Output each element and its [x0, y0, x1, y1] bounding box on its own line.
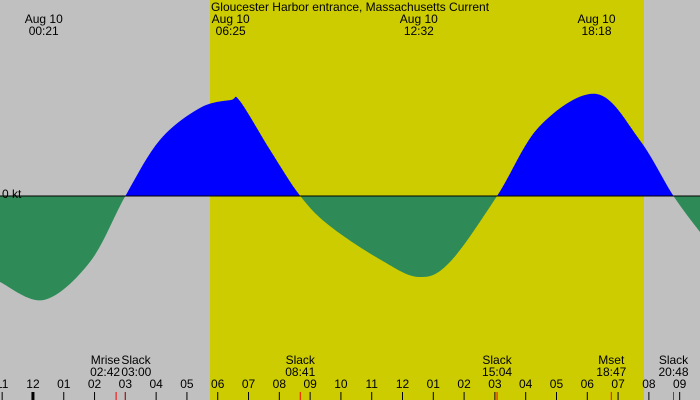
y-tick-label: 0 kt — [2, 187, 22, 201]
x-tick-label: 12 — [396, 377, 410, 391]
x-tick-label: 02 — [88, 377, 102, 391]
max-date: Aug 10 — [400, 12, 438, 26]
event-name: Slack — [482, 353, 512, 367]
flood-area — [0, 93, 700, 196]
max-date: Aug 10 — [25, 12, 63, 26]
x-tick-label: 04 — [519, 377, 533, 391]
event-name: Slack — [286, 353, 316, 367]
max-time: 12:32 — [404, 24, 434, 38]
x-tick-label: 06 — [581, 377, 595, 391]
x-tick-label: 11 — [365, 377, 378, 391]
event-time: 18:47 — [596, 365, 626, 379]
x-tick-label: 04 — [149, 377, 163, 391]
max-date: Aug 10 — [578, 12, 616, 26]
x-tick-label: 05 — [180, 377, 194, 391]
event-name: Mset — [598, 353, 625, 367]
x-tick-label: 06 — [211, 377, 225, 391]
x-tick-label: 12 — [26, 377, 40, 391]
max-time: 06:25 — [216, 24, 246, 38]
event-time: 03:00 — [121, 365, 151, 379]
x-tick-label: 10 — [334, 377, 348, 391]
x-tick-label: 09 — [303, 377, 317, 391]
event-name: Mrise — [91, 353, 121, 367]
event-name: Slack — [659, 353, 689, 367]
max-date: Aug 10 — [212, 12, 250, 26]
event-name: Slack — [121, 353, 151, 367]
x-tick-label: 01 — [57, 377, 71, 391]
x-tick-label: 08 — [642, 377, 656, 391]
x-tick-label: 02 — [457, 377, 471, 391]
event-time: 15:04 — [482, 365, 512, 379]
x-tick-label: 11 — [0, 377, 9, 391]
x-tick-label: 07 — [611, 377, 625, 391]
x-tick-label: 09 — [673, 377, 687, 391]
max-time: 00:21 — [29, 24, 59, 38]
x-tick-label: 01 — [427, 377, 441, 391]
x-tick-label: 08 — [273, 377, 287, 391]
event-time: 20:48 — [658, 365, 688, 379]
x-tick-label: 07 — [242, 377, 256, 391]
ebb-area — [0, 196, 700, 301]
event-time: 02:42 — [90, 365, 120, 379]
max-time: 18:18 — [582, 24, 612, 38]
x-tick-label: 05 — [550, 377, 564, 391]
x-tick-label: 03 — [119, 377, 133, 391]
event-time: 08:41 — [285, 365, 315, 379]
chart-title: Gloucester Harbor entrance, Massachusett… — [211, 0, 490, 14]
x-tick-label: 03 — [488, 377, 502, 391]
